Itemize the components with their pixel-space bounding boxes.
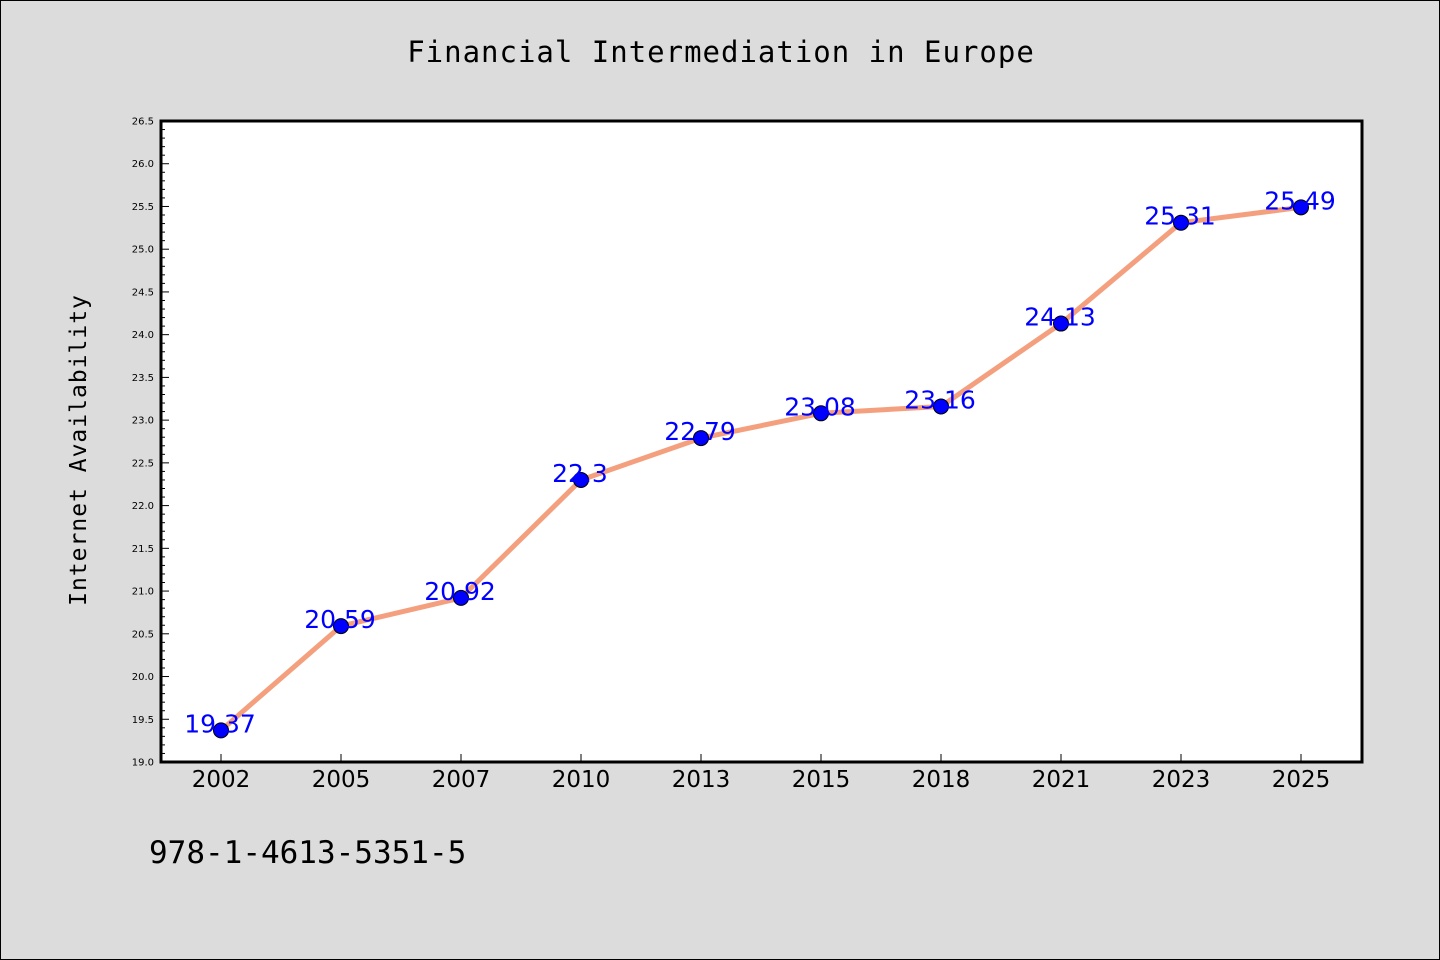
- data-label: 23.08: [784, 392, 856, 421]
- y-axis: 19.0 19.5 20.0 20.5 21.0 21.5 22.0 22.5 23.0 23.5…: [132, 117, 169, 769]
- y-tick-label: 21.5: [132, 544, 154, 555]
- data-label: 20.59: [304, 605, 376, 634]
- y-tick-label: 22.0: [132, 501, 154, 512]
- x-tick-label: 2018: [912, 767, 971, 793]
- y-tick-label: 19.0: [132, 758, 154, 769]
- data-label: 22.3: [552, 459, 608, 488]
- x-tick-label: 2002: [192, 767, 251, 793]
- data-point-marker: [573, 471, 589, 488]
- series-markers: [213, 199, 1309, 739]
- data-labels: 19.37 20.59 20.92 22.3 22.79 23.08 23.16 24.13 2…: [184, 186, 1336, 738]
- y-tick-label: 24.5: [132, 287, 154, 298]
- y-tick-label: 23.0: [132, 416, 154, 427]
- y-tick-label: 22.5: [132, 458, 154, 469]
- series-line-path: [218, 204, 1304, 733]
- y-tick-label: 26.5: [132, 117, 154, 128]
- x-tick-label: 2021: [1032, 767, 1091, 793]
- data-label: 23.16: [904, 385, 976, 414]
- y-tick-label: 26.0: [132, 159, 154, 170]
- y-tick-label: 25.0: [132, 245, 154, 256]
- x-tick-label: 2015: [792, 767, 851, 793]
- y-tick-label: 25.5: [132, 202, 154, 213]
- data-label: 25.49: [1264, 186, 1336, 215]
- plot-area: [159, 119, 1364, 764]
- data-point-marker: [693, 430, 709, 447]
- data-label: 19.37: [184, 709, 256, 738]
- data-point-marker: [213, 722, 229, 739]
- y-tick-label: 19.5: [132, 715, 154, 726]
- x-tick-label: 2013: [672, 767, 731, 793]
- y-tick-label: 20.0: [132, 672, 154, 683]
- x-tick-label: 2007: [432, 767, 491, 793]
- data-point-marker: [1293, 199, 1309, 216]
- data-point-marker: [333, 618, 349, 635]
- isbn-text: 978-1-4613-5351-5: [149, 835, 467, 871]
- data-label: 25.31: [1144, 202, 1216, 231]
- data-label: 20.92: [424, 577, 496, 606]
- data-point-marker: [1173, 214, 1189, 231]
- x-tick-label: 2025: [1272, 767, 1331, 793]
- data-point-marker: [1053, 315, 1069, 332]
- series-line: [218, 204, 1304, 733]
- x-tick-label: 2005: [312, 767, 371, 793]
- data-label: 24.13: [1024, 303, 1096, 332]
- y-tick-label: 20.5: [132, 629, 154, 640]
- y-tick-label: 21.0: [132, 587, 154, 598]
- y-tick-label: 23.5: [132, 373, 154, 384]
- data-point-marker: [453, 589, 469, 606]
- y-tick-label: 24.0: [132, 330, 154, 341]
- data-point-marker: [813, 405, 829, 422]
- data-label: 22.79: [664, 417, 736, 446]
- x-tick-label: 2023: [1152, 767, 1211, 793]
- chart-title: Financial Intermediation in Europe: [407, 35, 1035, 69]
- y-axis-title: Internet Availability: [66, 294, 92, 606]
- x-axis: 2002 2005 2007 2010 2013 2015 2018 2021 2023 2025: [192, 754, 1331, 793]
- x-tick-label: 2010: [552, 767, 611, 793]
- data-point-marker: [933, 398, 949, 415]
